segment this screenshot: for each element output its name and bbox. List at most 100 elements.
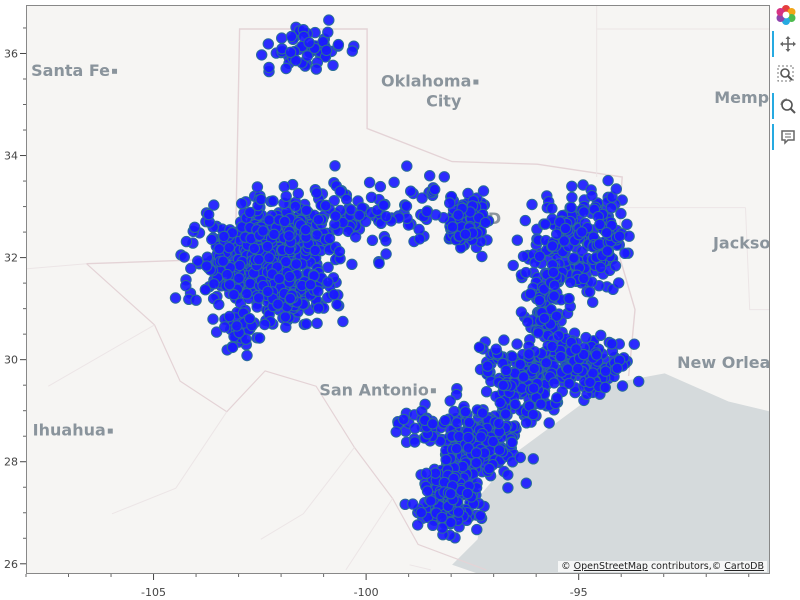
data-point xyxy=(421,485,434,497)
international-border xyxy=(86,263,487,571)
data-point xyxy=(613,277,625,289)
data-point xyxy=(345,204,357,216)
data-point xyxy=(594,261,607,274)
basemap-tiles xyxy=(27,6,769,573)
data-point xyxy=(566,191,578,204)
data-point xyxy=(517,371,530,383)
data-point xyxy=(329,160,341,172)
data-point xyxy=(276,32,288,44)
data-point xyxy=(586,190,598,202)
data-point xyxy=(234,259,246,272)
data-point xyxy=(301,50,314,62)
data-point xyxy=(322,26,334,38)
data-point xyxy=(323,14,335,26)
data-point xyxy=(438,171,450,183)
data-point xyxy=(563,377,575,390)
border-line xyxy=(48,324,155,387)
border-line xyxy=(345,498,394,571)
data-point xyxy=(180,280,192,292)
data-point xyxy=(207,313,219,325)
data-point xyxy=(312,302,325,314)
data-point xyxy=(349,231,362,243)
data-point xyxy=(290,258,302,270)
city-label: Ihuahua xyxy=(33,421,106,440)
data-point xyxy=(550,310,563,322)
wheel-zoom-icon xyxy=(780,98,796,114)
data-point xyxy=(223,279,236,291)
data-point xyxy=(451,417,463,429)
cartodb-link[interactable]: CartoDB xyxy=(724,561,764,572)
data-point xyxy=(429,183,441,196)
data-point xyxy=(427,418,439,430)
data-point xyxy=(327,59,339,71)
data-point xyxy=(515,306,528,318)
data-point xyxy=(415,507,427,519)
data-point xyxy=(340,193,353,206)
data-point xyxy=(273,272,285,285)
data-point xyxy=(595,329,607,341)
data-point xyxy=(610,183,622,195)
wheel-zoom-tool[interactable] xyxy=(772,93,800,119)
data-point xyxy=(241,349,253,362)
data-point xyxy=(519,214,531,227)
data-point xyxy=(213,243,225,255)
scatter-points xyxy=(169,14,645,544)
data-point xyxy=(540,357,552,369)
data-point xyxy=(475,431,487,443)
data-point xyxy=(262,285,274,298)
data-point xyxy=(611,362,623,374)
data-point xyxy=(279,215,291,228)
data-point xyxy=(231,320,243,332)
data-point xyxy=(262,38,275,50)
border-line xyxy=(409,564,432,571)
city-marker xyxy=(112,68,118,74)
hover-tool[interactable] xyxy=(772,124,800,150)
data-point xyxy=(311,317,323,329)
data-point xyxy=(543,417,555,429)
data-point xyxy=(509,398,521,410)
data-point xyxy=(628,338,640,350)
data-point xyxy=(208,278,220,290)
openstreetmap-link[interactable]: OpenStreetMap xyxy=(573,561,648,572)
data-point xyxy=(613,230,626,242)
data-point xyxy=(169,292,182,304)
data-point xyxy=(401,160,413,172)
data-point xyxy=(420,467,433,479)
data-point xyxy=(292,187,304,200)
data-point xyxy=(424,170,436,182)
data-point xyxy=(474,510,487,522)
data-point xyxy=(289,200,302,213)
data-point xyxy=(477,185,490,197)
data-point xyxy=(621,218,633,231)
data-point xyxy=(290,54,302,67)
data-point xyxy=(461,487,474,500)
data-point xyxy=(445,516,457,529)
data-point xyxy=(551,228,563,240)
pan-tool[interactable] xyxy=(772,31,800,57)
data-point xyxy=(329,210,342,222)
data-point xyxy=(578,272,590,285)
y-tick-label: 34 xyxy=(4,150,18,163)
data-point xyxy=(320,200,332,212)
data-point xyxy=(470,457,482,469)
box-zoom-tool[interactable] xyxy=(772,61,800,87)
y-tick-label: 30 xyxy=(4,354,18,367)
x-tick-label: -100 xyxy=(354,586,379,599)
bokeh-logo[interactable] xyxy=(772,2,800,28)
data-point xyxy=(602,174,614,187)
data-point xyxy=(452,209,464,221)
data-point xyxy=(226,341,239,354)
data-point xyxy=(310,63,322,75)
data-point xyxy=(463,416,475,429)
data-point xyxy=(221,268,233,281)
data-point xyxy=(178,251,191,263)
pan-icon xyxy=(780,36,796,52)
data-point xyxy=(436,511,448,524)
data-point xyxy=(218,230,230,243)
data-point xyxy=(278,181,290,193)
data-point xyxy=(261,240,274,253)
data-point xyxy=(533,294,546,307)
